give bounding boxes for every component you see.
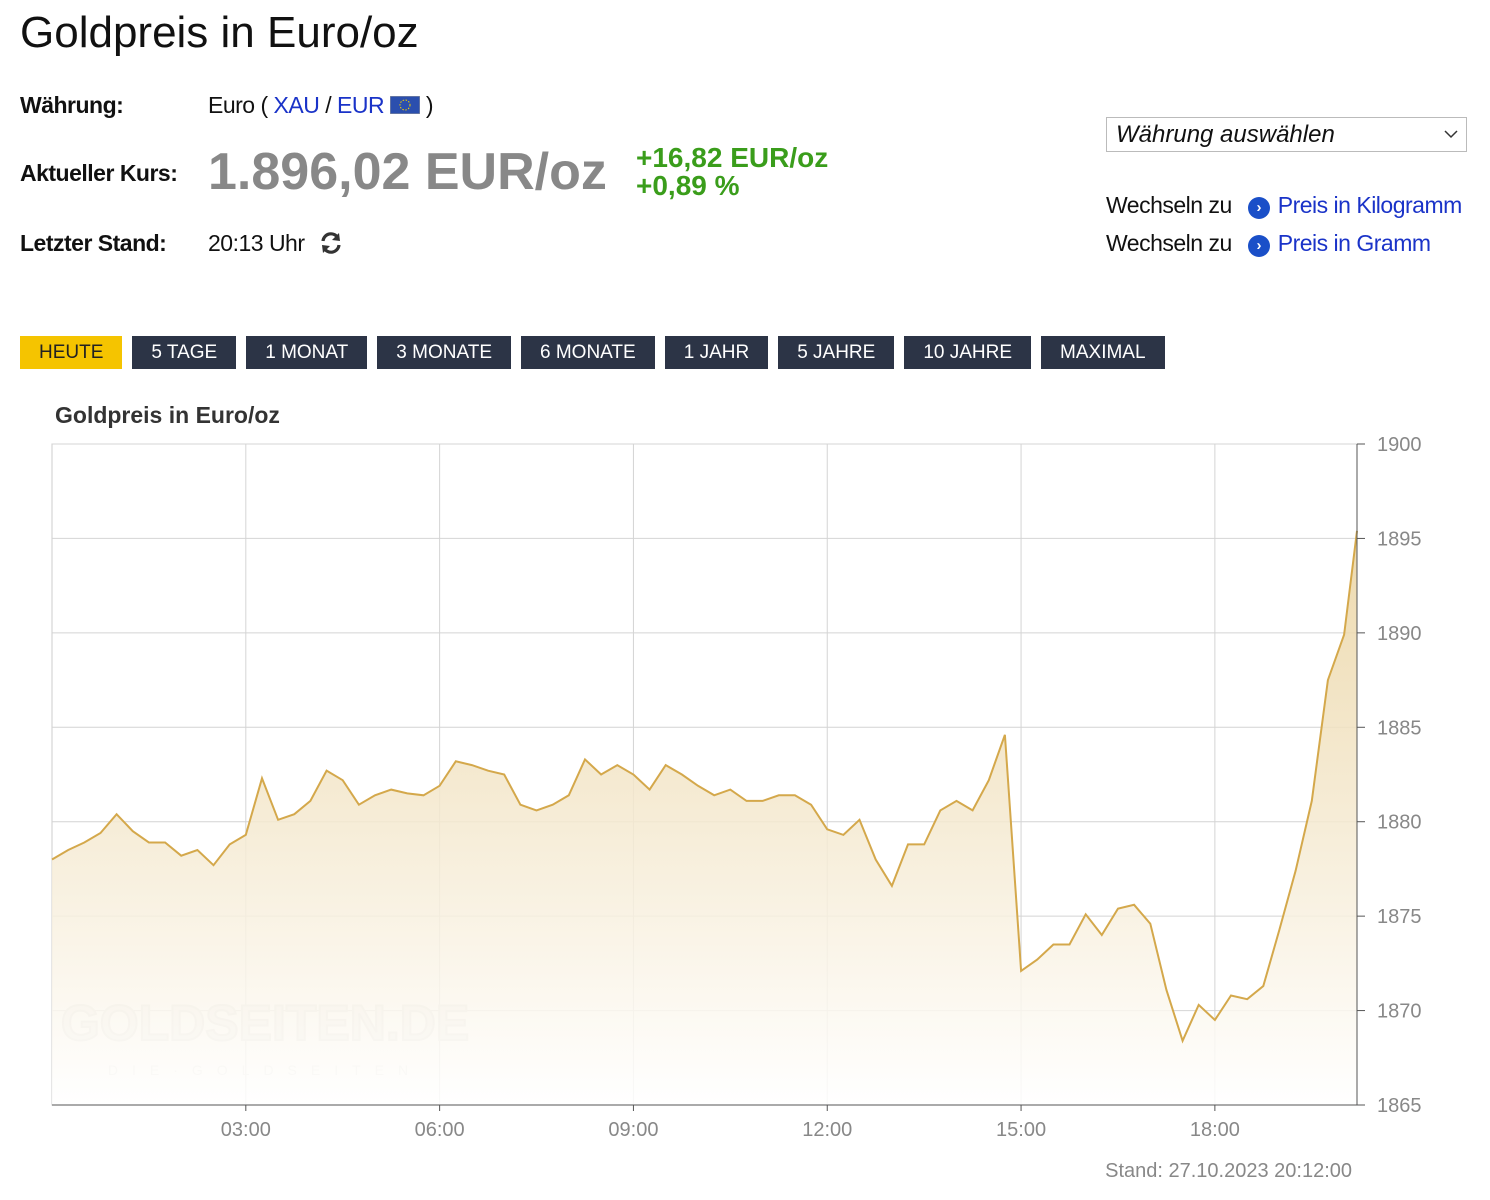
y-tick-label: 1885 [1377, 717, 1422, 739]
switch-row: Wechseln zu › Preis in Kilogramm [1106, 192, 1462, 219]
y-tick-label: 1900 [1377, 434, 1422, 456]
range-tab[interactable]: 10 JAHRE [904, 336, 1032, 369]
switch-link[interactable]: Preis in Gramm [1277, 230, 1431, 256]
price-line [51, 530, 1358, 1044]
range-tab[interactable]: MAXIMAL [1041, 336, 1165, 369]
range-tab[interactable]: 1 JAHR [664, 336, 769, 369]
stand-time: 20:13 Uhr [208, 230, 305, 256]
x-tick-label: 06:00 [415, 1119, 465, 1141]
range-tab[interactable]: 3 MONATE [377, 336, 511, 369]
select-text: Währung auswählen [1116, 121, 1335, 148]
chart: Goldpreis in Euro/oz 1865 1870 1875 1880 188… [51, 402, 1422, 1182]
page-title: Goldpreis in Euro/oz [20, 8, 419, 57]
currency-link[interactable]: XAU [273, 92, 320, 118]
switch-prefix: Wechseln zu [1106, 230, 1232, 256]
range-tab[interactable]: 1 MONAT [246, 336, 368, 369]
change-abs: +16,82 EUR/oz [636, 142, 829, 173]
y-tick-label: 1875 [1377, 906, 1422, 928]
x-tick-label: 09:00 [608, 1119, 658, 1141]
switch-prefix: Wechseln zu [1106, 192, 1232, 218]
currency-label: Währung: [20, 92, 124, 118]
y-tick-label: 1880 [1377, 812, 1422, 834]
chevron-icon: › [1247, 197, 1270, 219]
y-tick-label: 1870 [1377, 1001, 1422, 1023]
stand-label: Letzter Stand: [20, 230, 167, 256]
x-tick-label: 18:00 [1190, 1119, 1240, 1141]
change-pct: +0,89 % [636, 170, 740, 201]
chart-footer: Stand: 27.10.2023 20:12:00 [1105, 1160, 1352, 1182]
range-tab[interactable]: 5 TAGE [132, 336, 237, 369]
eu-flag [389, 95, 421, 115]
currency-separator: / [325, 92, 332, 118]
x-tick-label: 12:00 [802, 1119, 852, 1141]
area-fill [52, 530, 1357, 1105]
y-tick-label: 1895 [1377, 528, 1422, 550]
x-tick-label: 15:00 [996, 1119, 1046, 1141]
x-tick-label: 03:00 [221, 1119, 271, 1141]
y-tick-label: 1890 [1377, 623, 1422, 645]
chevron-icon: › [1247, 235, 1270, 257]
currency-suffix: ) [425, 92, 434, 118]
range-tabs: HEUTE 5 TAGE 1 MONAT 3 MONATE 6 MONATE 1 JAHR… [20, 336, 1165, 369]
y-tick-label: 1865 [1377, 1095, 1422, 1117]
range-tab[interactable]: 5 JAHRE [778, 336, 895, 369]
currency-select[interactable]: Währung auswählen [1106, 117, 1467, 152]
price-label: Aktueller Kurs: [20, 160, 178, 186]
range-tab[interactable]: HEUTE [20, 336, 123, 369]
switch-row: Wechseln zu › Preis in Gramm [1106, 230, 1431, 257]
currency-link[interactable]: EUR [337, 92, 385, 118]
currency-prefix: Euro ( [208, 92, 268, 118]
select-arrow [1444, 130, 1458, 139]
chart-title: Goldpreis in Euro/oz [55, 402, 280, 428]
range-tab[interactable]: 6 MONATE [521, 336, 655, 369]
price: 1.896,02 EUR/oz [208, 143, 607, 201]
refresh-icon[interactable] [319, 231, 343, 255]
currency-row: Euro ( XAU / EUR ) [208, 92, 434, 119]
switch-link[interactable]: Preis in Kilogramm [1277, 192, 1463, 218]
